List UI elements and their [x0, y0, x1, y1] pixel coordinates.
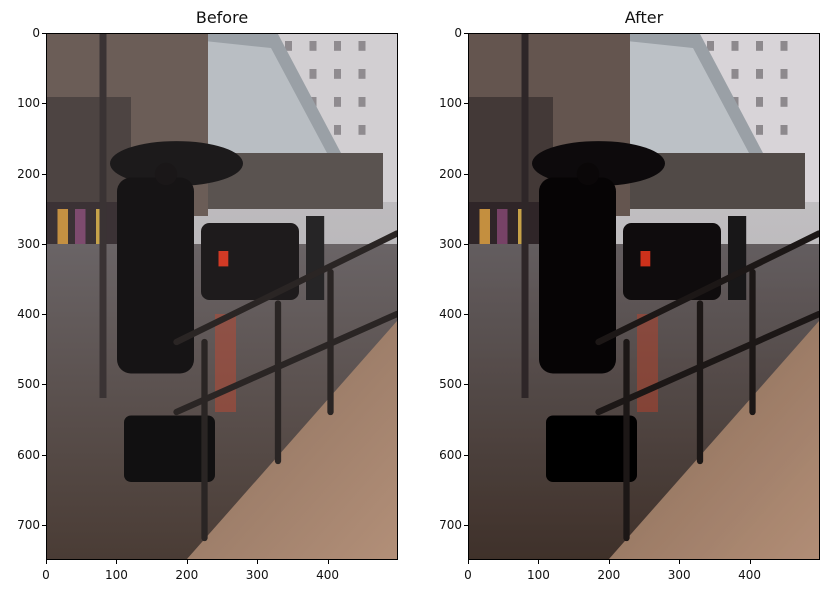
umbrella: [110, 141, 243, 186]
y-tick-label: 0: [32, 26, 40, 40]
y-tick-mark: [464, 173, 468, 175]
photo-scene: [47, 34, 397, 559]
car-taillight: [218, 251, 229, 267]
puddle-reflection: [637, 314, 658, 412]
y-tick-label: 100: [17, 96, 40, 111]
y-tick-mark: [464, 314, 468, 316]
car: [623, 223, 721, 300]
photo-frame: [468, 33, 820, 560]
storefront-poster-2: [497, 209, 508, 248]
y-tick-label: 200: [17, 166, 40, 181]
x-tick-label: 100: [526, 568, 550, 582]
man-body: [117, 177, 194, 374]
y-tick-mark: [42, 454, 46, 456]
y-tick-label: 0: [454, 26, 462, 40]
y-tick-mark: [464, 103, 468, 105]
panel-title: After: [624, 8, 664, 27]
y-tick-mark: [42, 33, 46, 34]
y-tick-mark: [42, 384, 46, 386]
y-tick-label: 500: [17, 377, 40, 392]
x-tick-mark: [257, 560, 259, 564]
y-tick-label: 700: [17, 517, 40, 532]
car-taillight: [640, 251, 651, 267]
x-tick-label: 300: [245, 568, 269, 582]
x-tick-label: 0: [464, 568, 472, 582]
y-tick-label: 300: [17, 236, 40, 251]
x-tick-label: 200: [597, 568, 621, 582]
y-tick-label: 200: [439, 166, 462, 181]
x-tick-mark: [186, 560, 188, 564]
x-tick-mark: [327, 560, 329, 564]
y-tick-label: 400: [439, 307, 462, 322]
puddle-reflection: [215, 314, 236, 412]
railing: [173, 230, 397, 542]
sidewalk: [609, 321, 819, 559]
x-tick-label: 400: [316, 568, 340, 582]
y-tick-label: 100: [439, 96, 462, 111]
storefront-poster-2: [75, 209, 86, 248]
x-tick-mark: [468, 560, 469, 564]
y-tick-label: 700: [439, 517, 462, 532]
y-tick-mark: [464, 384, 468, 386]
y-tick-mark: [42, 314, 46, 316]
image-panel-after: After: [422, 0, 822, 594]
x-tick-label: 0: [42, 568, 50, 582]
glass-facade: [626, 41, 749, 153]
x-tick-mark: [116, 560, 118, 564]
x-tick-label: 200: [175, 568, 199, 582]
man-head: [154, 162, 178, 186]
y-tick-label: 300: [439, 236, 462, 251]
image-panel-before: Before: [0, 0, 400, 594]
suitcase: [124, 415, 215, 482]
parking-meter: [306, 216, 325, 300]
y-tick-mark: [464, 524, 468, 526]
photo-scene: [469, 34, 819, 559]
umbrella: [532, 141, 665, 186]
y-tick-mark: [464, 33, 468, 34]
y-tick-mark: [464, 243, 468, 245]
x-tick-mark: [679, 560, 681, 564]
car: [201, 223, 299, 300]
y-tick-label: 600: [17, 447, 40, 462]
man-body: [539, 177, 616, 374]
y-tick-mark: [42, 243, 46, 245]
x-tick-mark: [538, 560, 540, 564]
x-tick-mark: [749, 560, 751, 564]
sign-pole: [521, 34, 529, 398]
x-tick-mark: [608, 560, 610, 564]
y-tick-label: 500: [439, 377, 462, 392]
man-head: [576, 162, 600, 186]
x-tick-label: 400: [738, 568, 762, 582]
storefront-poster-1: [479, 209, 490, 248]
railing: [595, 230, 819, 542]
x-tick-label: 300: [667, 568, 691, 582]
photo-frame: [46, 33, 398, 560]
x-tick-mark: [46, 560, 47, 564]
sidewalk: [187, 321, 397, 559]
panel-title: Before: [195, 8, 249, 27]
x-tick-label: 100: [104, 568, 128, 582]
y-tick-mark: [464, 454, 468, 456]
parking-meter: [728, 216, 747, 300]
storefront-poster-1: [57, 209, 68, 248]
y-tick-mark: [42, 173, 46, 175]
suitcase: [546, 415, 637, 482]
y-tick-mark: [42, 524, 46, 526]
y-tick-label: 400: [17, 307, 40, 322]
y-tick-mark: [42, 103, 46, 105]
y-tick-label: 600: [439, 447, 462, 462]
glass-facade: [204, 41, 327, 153]
sign-pole: [99, 34, 107, 398]
